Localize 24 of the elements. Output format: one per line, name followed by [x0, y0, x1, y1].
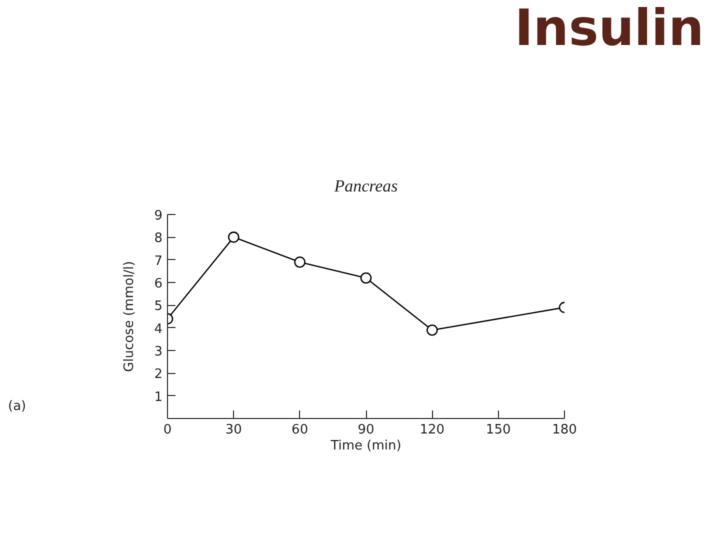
y-tick-label: 4	[154, 322, 163, 337]
y-tick-label: 6	[154, 276, 163, 292]
y-tick-label: 5	[154, 299, 163, 314]
x-tick-label: 30	[225, 422, 242, 438]
x-tick-label: 60	[292, 422, 308, 438]
x-tick-label: 120	[420, 422, 445, 438]
text: (a)	[8, 398, 26, 416]
y-tick-label: 3	[154, 344, 163, 360]
y-tick-label: 8	[154, 231, 163, 246]
point	[426, 324, 438, 336]
y-axis-title: Glucose (mmol/l)	[122, 261, 138, 372]
x-axis-title: Time (min)	[330, 438, 402, 454]
x-tick-label: 90	[358, 422, 374, 438]
chart-subtitle: Pancreas	[333, 176, 398, 196]
point	[360, 272, 372, 284]
chart-title: Insulin	[514, 0, 704, 57]
point	[294, 256, 306, 268]
y-tick-label: 1	[154, 390, 163, 405]
x-tick-label: 180	[552, 422, 577, 438]
x-tick-label: 0	[163, 422, 172, 438]
y-tick-label: 9	[154, 208, 163, 224]
y-tick-label: 7	[154, 254, 163, 269]
y-tick-label: 2	[154, 367, 163, 382]
x-tick-label: 150	[486, 422, 511, 438]
